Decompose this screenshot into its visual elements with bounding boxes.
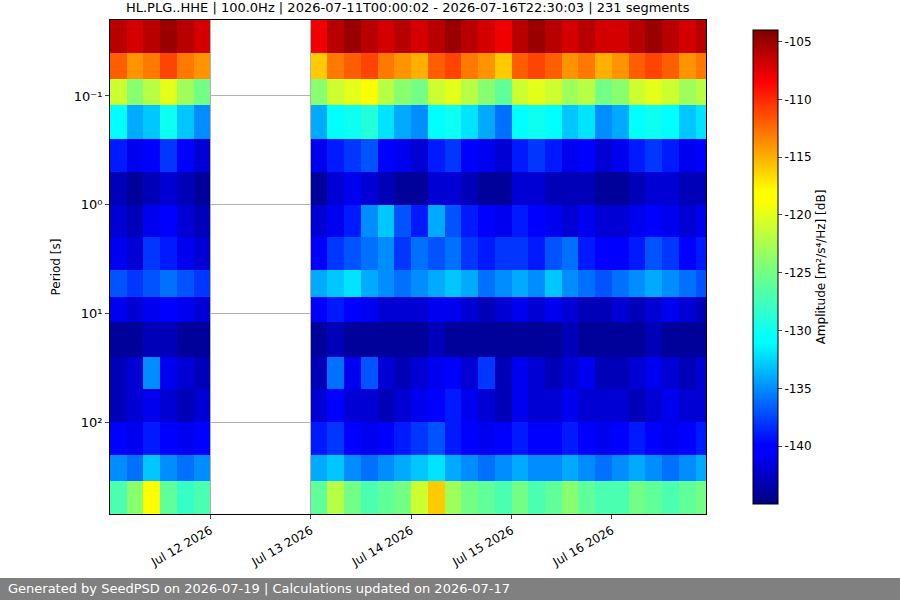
svg-text:10⁰: 10⁰ <box>81 197 103 212</box>
svg-text:-130: -130 <box>784 324 811 338</box>
svg-text:Jul 14 2026: Jul 14 2026 <box>349 523 416 570</box>
svg-text:-120: -120 <box>784 208 811 222</box>
svg-text:-125: -125 <box>784 266 811 280</box>
svg-text:10¹: 10¹ <box>81 306 103 321</box>
svg-text:-110: -110 <box>784 93 811 107</box>
svg-text:Amplitude [m²/s⁴/Hz] [dB]: Amplitude [m²/s⁴/Hz] [dB] <box>814 190 828 345</box>
svg-text:HL.PLG..HHE | 100.0Hz | 2026-0: HL.PLG..HHE | 100.0Hz | 2026-07-11T00:00… <box>126 0 690 15</box>
svg-text:Jul 16 2026: Jul 16 2026 <box>550 523 617 570</box>
svg-text:10²: 10² <box>81 415 103 430</box>
svg-text:-140: -140 <box>784 439 811 453</box>
svg-text:Jul 12 2026: Jul 12 2026 <box>148 523 215 570</box>
svg-text:Jul 15 2026: Jul 15 2026 <box>449 523 516 570</box>
svg-text:10⁻¹: 10⁻¹ <box>74 89 103 104</box>
svg-text:-135: -135 <box>784 382 811 396</box>
svg-text:-105: -105 <box>784 35 811 49</box>
html-text:Generated by SeedPSD on 2026-0: Generated by SeedPSD on 2026-07-19 | Cal… <box>8 581 510 596</box>
svg-text:Period [s]: Period [s] <box>49 239 63 296</box>
svg-text:-115: -115 <box>784 150 811 164</box>
svg-text:Jul 13 2026: Jul 13 2026 <box>249 523 316 570</box>
